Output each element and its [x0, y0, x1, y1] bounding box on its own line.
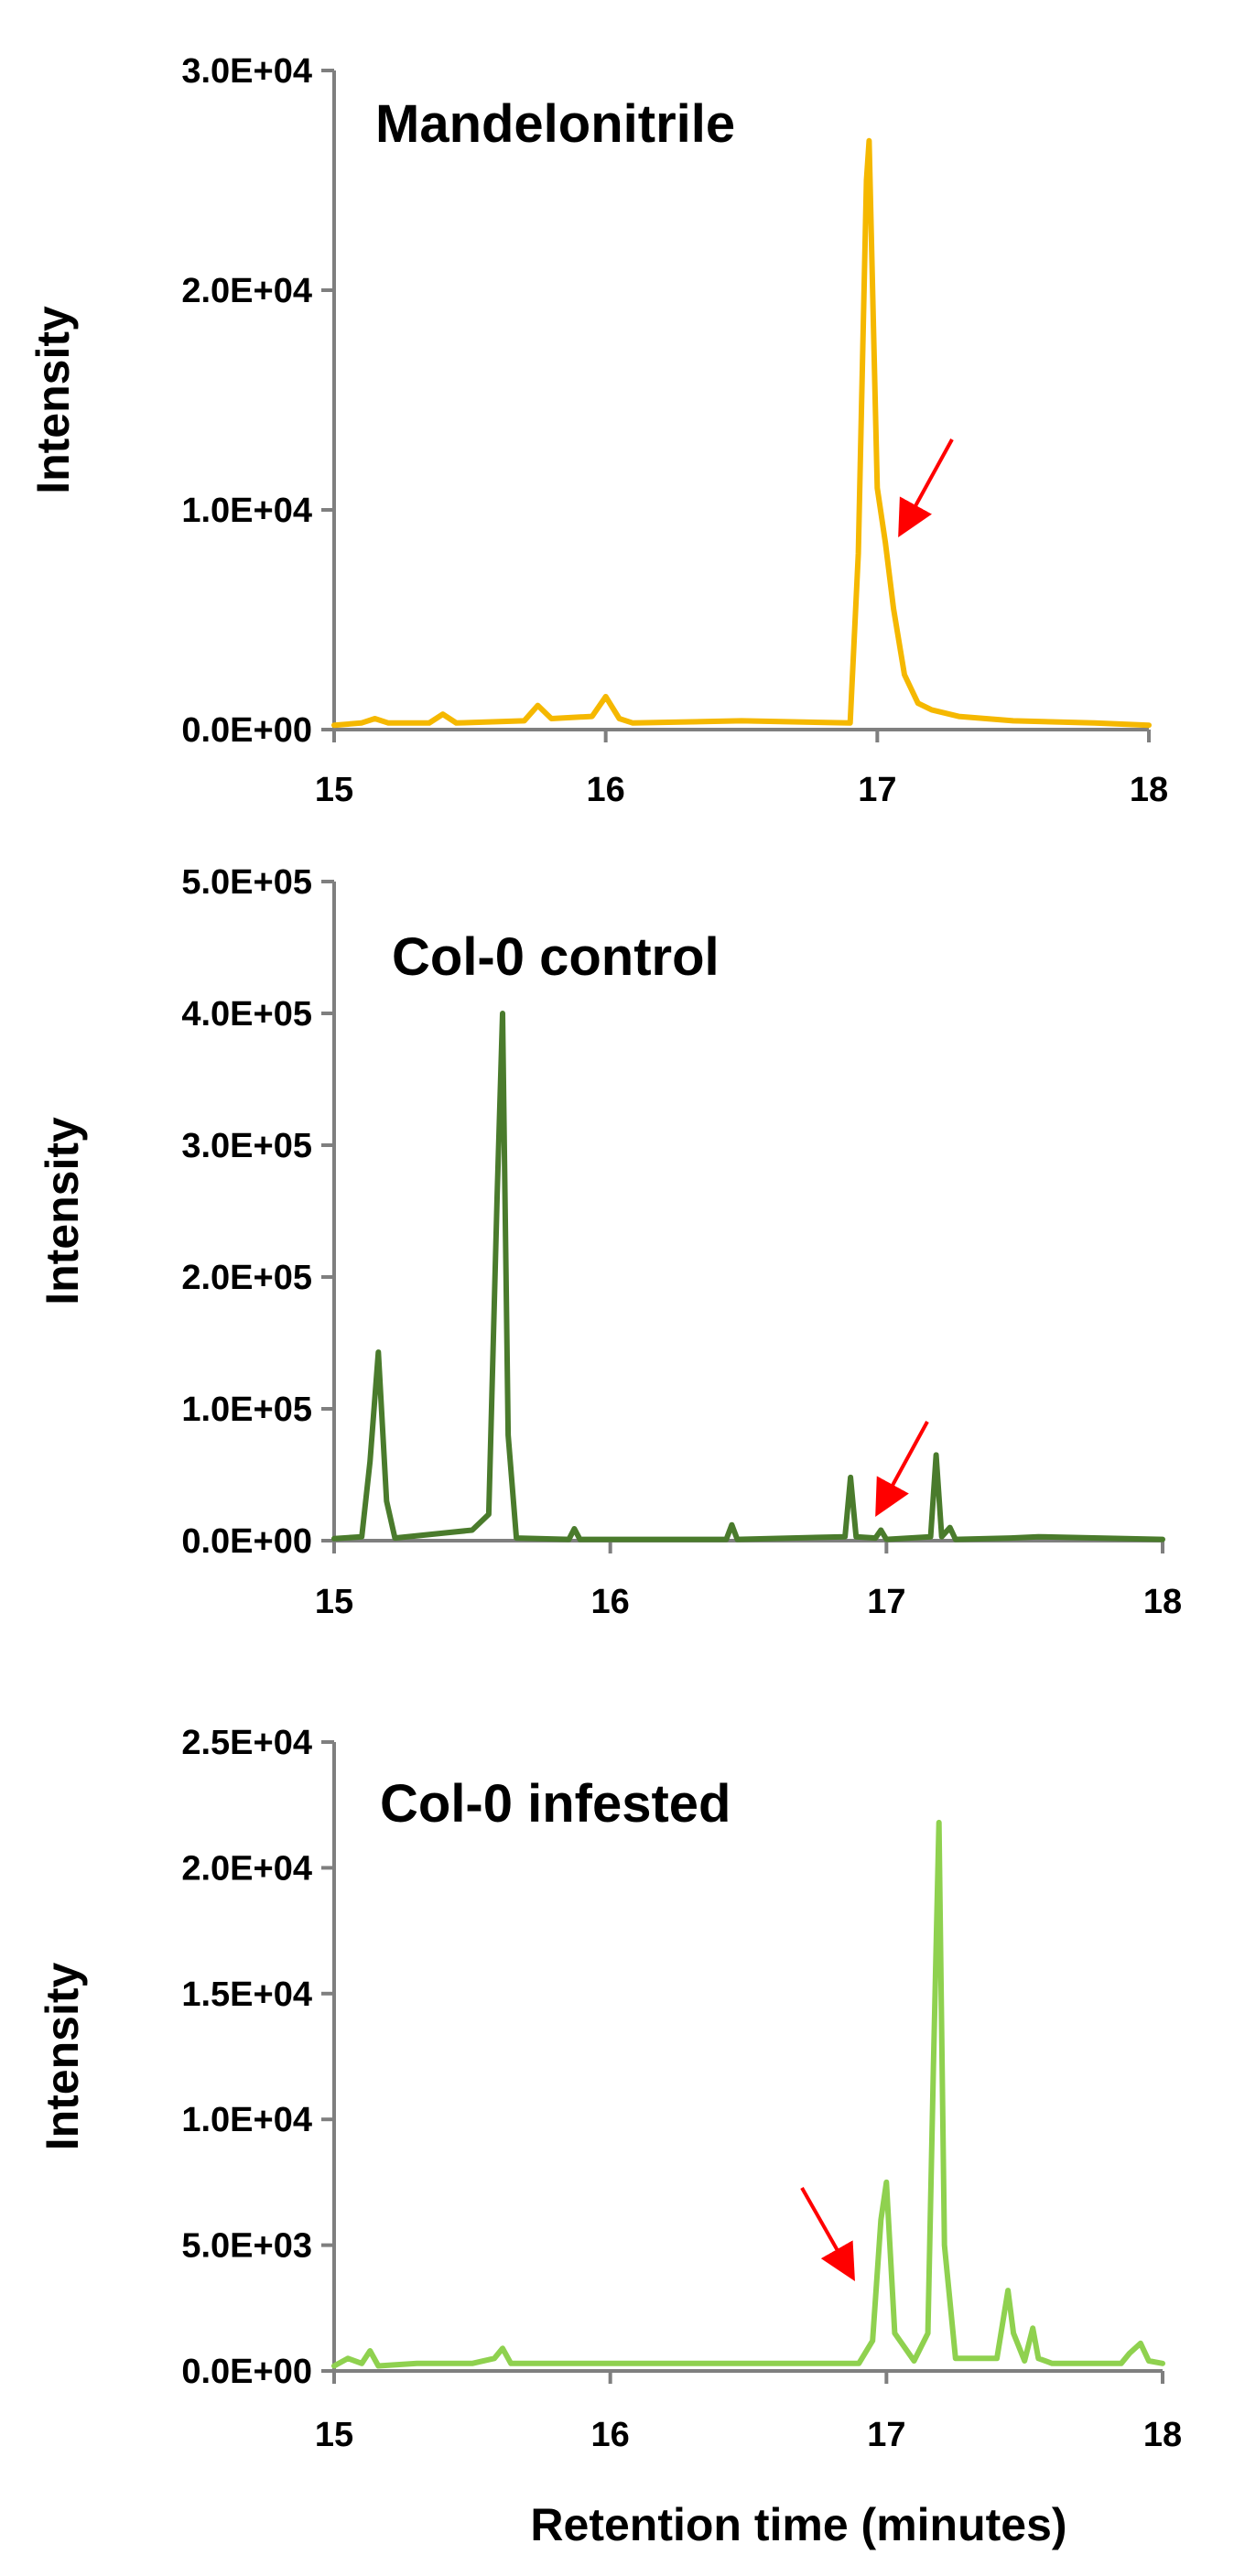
panel-title-col-0-control: Col-0 control [392, 927, 720, 987]
y-tick-label: 5.0E+03 [181, 2227, 312, 2266]
y-tick-label: 1.5E+04 [181, 1975, 312, 2014]
y-tick-label: 3.0E+04 [181, 52, 312, 91]
y-tick-label: 0.0E+00 [181, 711, 312, 750]
x-tick-label: 15 [315, 1583, 353, 1621]
y-axis-label: Intensity [27, 306, 79, 494]
y-axis-label: Intensity [37, 1117, 88, 1305]
x-tick-label: 15 [315, 2416, 353, 2454]
y-tick-label: 4.0E+05 [181, 995, 312, 1034]
x-tick-label: 15 [315, 771, 353, 809]
y-tick-label: 0.0E+00 [181, 1522, 312, 1561]
x-tick-label: 18 [1130, 771, 1168, 809]
x-tick-label: 17 [858, 771, 896, 809]
x-axis-label: Retention time (minutes) [530, 2499, 1066, 2550]
red-arrow-annotation [898, 438, 954, 538]
x-tick-label: 16 [587, 771, 625, 809]
x-tick-label: 16 [591, 1583, 630, 1621]
y-tick-label: 2.5E+04 [181, 1724, 312, 1762]
col0-control-panel: 0.0E+00 1.0E+05 2.0E+05 3.0E+05 4.0E+05 5.0E+… [37, 863, 1182, 1621]
y-tick-label: 1.0E+04 [181, 492, 312, 530]
panel-title-col-0-infested: Col-0 infested [380, 1774, 731, 1834]
y-tick-label: 0.0E+00 [181, 2353, 312, 2391]
mandelonitrile-panel: 0.0E+00 1.0E+04 2.0E+04 3.0E+04 15 16 17 18 Mand… [27, 52, 1168, 809]
y-tick-label: 2.0E+05 [181, 1259, 312, 1297]
y-tick-label: 1.0E+04 [181, 2101, 312, 2139]
series-line-col-0-infested [331, 1819, 1165, 2369]
series-line-col-0-control [331, 1011, 1165, 1542]
y-axis-label: Intensity [37, 1963, 88, 2151]
y-tick-label: 3.0E+05 [181, 1127, 312, 1165]
y-tick-label: 5.0E+05 [181, 863, 312, 902]
x-tick-label: 17 [867, 2416, 905, 2454]
x-tick-label: 18 [1143, 2416, 1182, 2454]
red-arrow-annotation [800, 2187, 855, 2281]
y-tick-label: 2.0E+04 [181, 272, 312, 310]
y-tick-label: 2.0E+04 [181, 1849, 312, 1888]
panel-title-mandelonitrile: Mandelonitrile [375, 94, 735, 154]
y-tick-label: 1.0E+05 [181, 1391, 312, 1429]
red-arrow-annotation [875, 1421, 929, 1518]
col0-infested-panel: 0.0E+00 5.0E+03 1.0E+04 1.5E+04 2.0E+04 2.5E+… [37, 1724, 1182, 2550]
x-tick-label: 18 [1143, 1583, 1182, 1621]
series-line-mandelonitrile [331, 137, 1152, 729]
x-tick-label: 17 [867, 1583, 905, 1621]
x-tick-label: 16 [591, 2416, 630, 2454]
